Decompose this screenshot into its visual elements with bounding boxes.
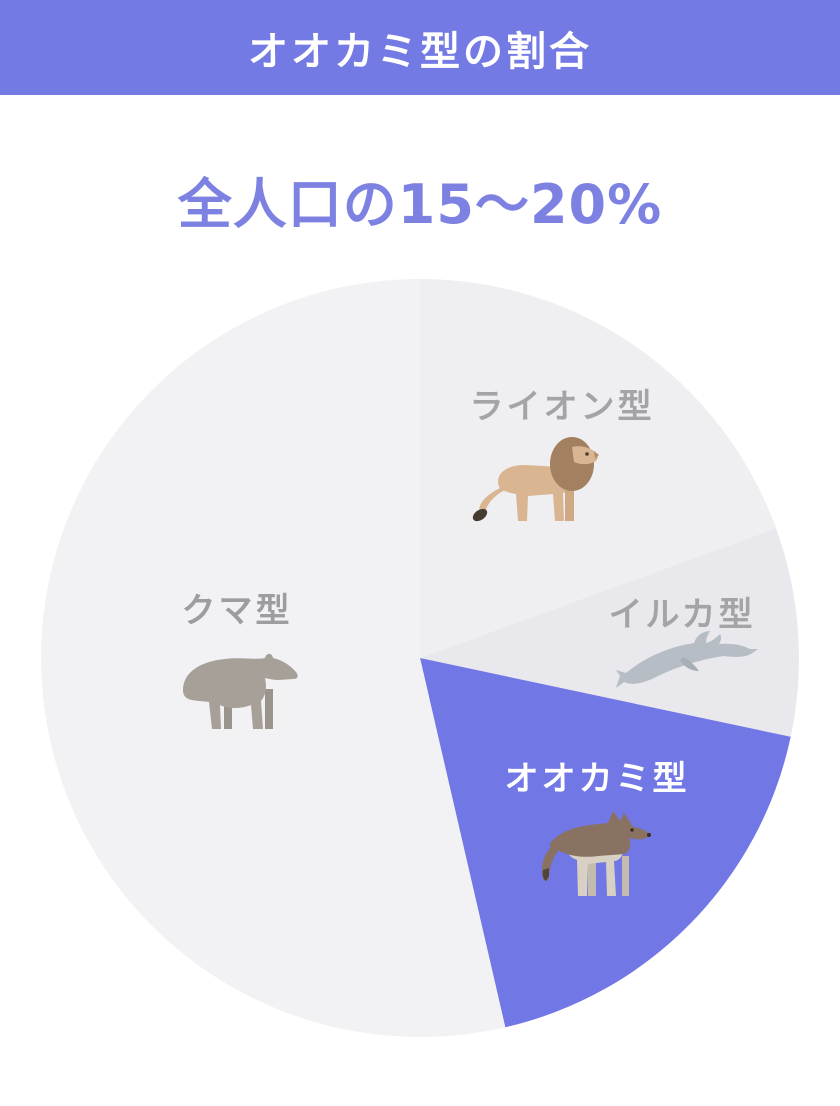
dolphin-illustration [616,631,758,688]
bear-illustration [183,653,298,729]
slice-label-dolphin: イルカ型 [609,595,756,635]
page-title: オオカミ型の割合 [248,28,592,75]
slice-label-bear: クマ型 [182,591,293,631]
lion-illustration [472,437,599,522]
header-banner: オオカミ型の割合 [0,0,840,95]
slice-label-wolf: オオカミ型 [505,759,690,799]
pie-slice-dolphin [420,528,799,737]
pie-slice-bear [41,279,506,1037]
slice-labels: ライオン型 イルカ型 オオカミ型 クマ型 [182,387,756,799]
population-share-subtitle: 全人口の15〜20% [177,173,663,236]
pie-slice-lion [420,279,777,658]
wolf-illustration [542,811,651,896]
slice-label-lion: ライオン型 [470,387,655,427]
